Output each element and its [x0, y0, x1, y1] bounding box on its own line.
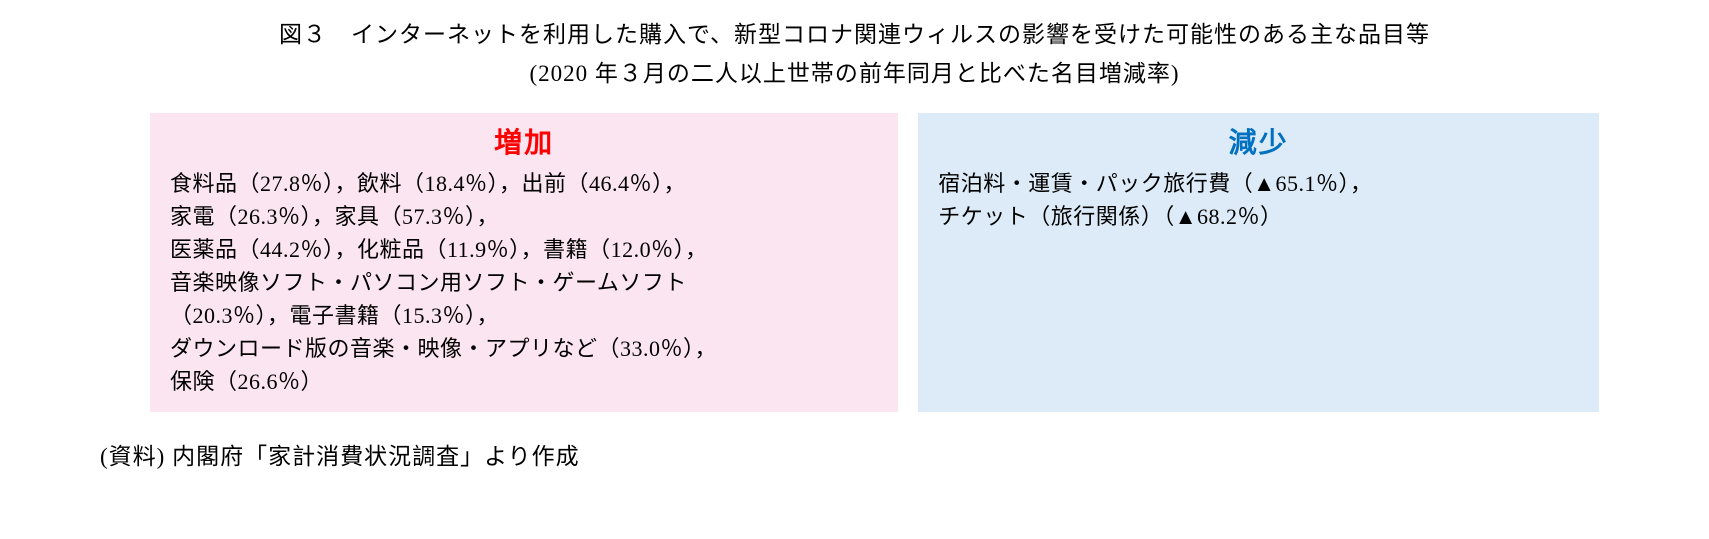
decrease-body: 宿泊料・運賃・パック旅行費（▲65.1％），チケット（旅行関係）（▲68.2％） [938, 167, 1579, 233]
decrease-panel: 減少 宿泊料・運賃・パック旅行費（▲65.1％），チケット（旅行関係）（▲68.… [918, 113, 1599, 412]
increase-body: 食料品（27.8％），飲料（18.4％），出前（46.4％），家電（26.3％）… [170, 167, 878, 398]
title-line-1: 図３ インターネットを利用した購入で、新型コロナ関連ウィルスの影響を受けた可能性… [60, 15, 1649, 54]
decrease-heading: 減少 [938, 121, 1579, 161]
title-line-2: (2020 年３月の二人以上世帯の前年同月と比べた名目増減率) [60, 54, 1649, 93]
increase-panel: 増加 食料品（27.8％），飲料（18.4％），出前（46.4％），家電（26.… [150, 113, 898, 412]
source-citation: (資料) 内閣府「家計消費状況調査」より作成 [100, 437, 1649, 471]
comparison-panels: 増加 食料品（27.8％），飲料（18.4％），出前（46.4％），家電（26.… [150, 113, 1599, 412]
figure-title: 図３ インターネットを利用した購入で、新型コロナ関連ウィルスの影響を受けた可能性… [60, 15, 1649, 93]
increase-heading: 増加 [170, 121, 878, 161]
